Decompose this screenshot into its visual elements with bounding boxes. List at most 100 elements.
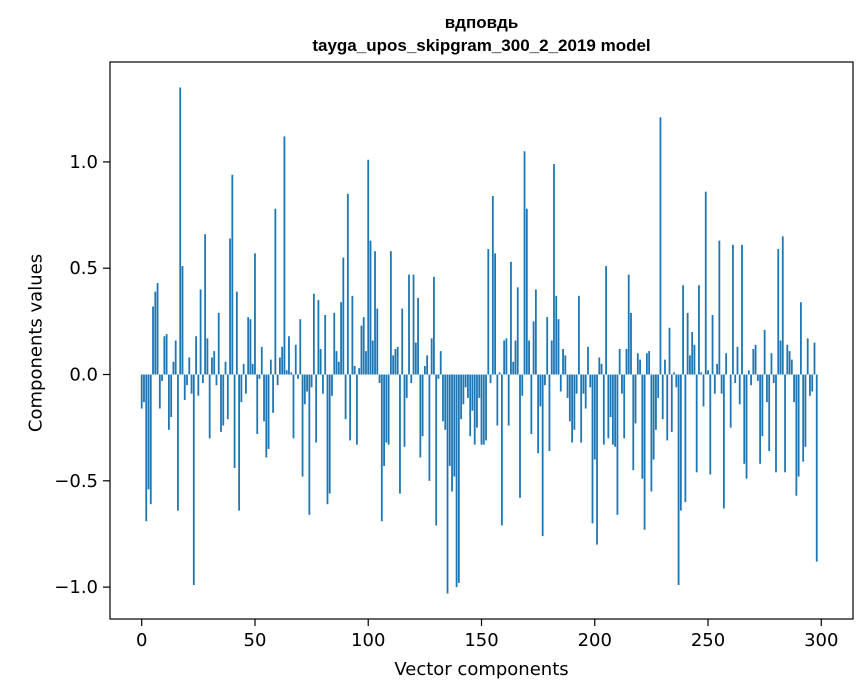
bar xyxy=(351,295,354,375)
bar xyxy=(689,355,691,375)
bar xyxy=(500,374,503,526)
bar xyxy=(519,374,521,498)
bar xyxy=(713,374,716,394)
bar xyxy=(412,274,415,375)
bar xyxy=(766,374,768,403)
bar xyxy=(389,251,392,375)
bar xyxy=(285,370,288,375)
bar xyxy=(337,361,340,375)
bar xyxy=(528,340,530,375)
bar xyxy=(167,374,170,430)
bar xyxy=(582,374,585,394)
bar xyxy=(813,342,816,375)
bar xyxy=(645,353,648,375)
bar xyxy=(580,374,583,443)
bar xyxy=(149,374,152,505)
bar xyxy=(140,374,143,409)
bar xyxy=(546,317,549,375)
y-axis: −1.0 −0.5 0.0 0.5 1.0 xyxy=(54,152,110,598)
bar xyxy=(430,338,433,375)
bar xyxy=(408,274,410,375)
bar xyxy=(433,276,435,375)
bar xyxy=(537,374,540,454)
bar xyxy=(224,361,227,375)
bar xyxy=(414,342,417,375)
bar xyxy=(462,374,465,405)
bar xyxy=(394,349,397,375)
bar xyxy=(328,374,331,494)
bar xyxy=(725,353,728,375)
bar xyxy=(573,374,576,430)
bar xyxy=(621,374,623,394)
bar xyxy=(428,374,431,481)
bar xyxy=(566,374,569,398)
bar xyxy=(195,336,197,375)
bar xyxy=(675,374,678,388)
bar xyxy=(797,374,800,477)
bar xyxy=(559,374,562,392)
bar xyxy=(405,374,408,398)
bar xyxy=(238,374,241,511)
bar xyxy=(510,261,512,375)
bar xyxy=(188,357,191,375)
y-tick-label: −1.0 xyxy=(54,577,98,598)
bar xyxy=(639,359,641,375)
bar xyxy=(636,353,639,375)
x-tick-label: 100 xyxy=(351,630,385,651)
bar xyxy=(781,236,784,375)
bar xyxy=(652,374,655,460)
bar xyxy=(362,317,365,375)
bar xyxy=(788,351,791,375)
bar xyxy=(349,374,352,441)
bar xyxy=(720,374,723,394)
bar xyxy=(761,374,764,437)
bar xyxy=(476,374,478,428)
bar xyxy=(152,306,154,375)
bar xyxy=(335,351,338,375)
bar xyxy=(673,372,675,375)
bar xyxy=(564,355,567,375)
bar xyxy=(240,374,243,403)
bar xyxy=(451,374,453,492)
bar xyxy=(666,374,669,441)
bar xyxy=(607,374,610,439)
bar xyxy=(793,374,796,403)
bar xyxy=(297,374,299,379)
bar xyxy=(263,374,265,422)
bar xyxy=(274,208,277,375)
bar xyxy=(786,344,789,375)
bar xyxy=(514,340,517,375)
bar xyxy=(555,295,558,375)
bar xyxy=(722,374,725,509)
bar xyxy=(229,238,231,375)
bar xyxy=(383,374,385,466)
bar xyxy=(494,253,496,375)
bar xyxy=(632,374,635,471)
bar xyxy=(192,374,195,585)
bar xyxy=(584,374,587,409)
chart-title-line-2: tayga_upos_skipgram_300_2_2019 model xyxy=(312,36,651,55)
bar xyxy=(618,349,621,375)
bar xyxy=(609,374,612,418)
plot-frame xyxy=(109,61,854,620)
bar xyxy=(419,374,422,458)
bar xyxy=(587,346,589,375)
bar xyxy=(303,374,306,405)
bar xyxy=(623,374,626,439)
bar xyxy=(643,374,646,530)
bar xyxy=(374,251,376,375)
bar xyxy=(775,374,777,473)
bar xyxy=(557,319,560,375)
bar xyxy=(312,293,315,375)
y-tick-label: 0.0 xyxy=(69,365,98,386)
bar xyxy=(376,308,379,375)
bar xyxy=(256,374,259,435)
bar xyxy=(360,325,363,375)
bar xyxy=(319,349,322,375)
bar xyxy=(442,374,444,422)
bar xyxy=(756,374,759,381)
bar xyxy=(478,374,481,398)
bar xyxy=(602,374,605,445)
bar xyxy=(655,374,657,430)
